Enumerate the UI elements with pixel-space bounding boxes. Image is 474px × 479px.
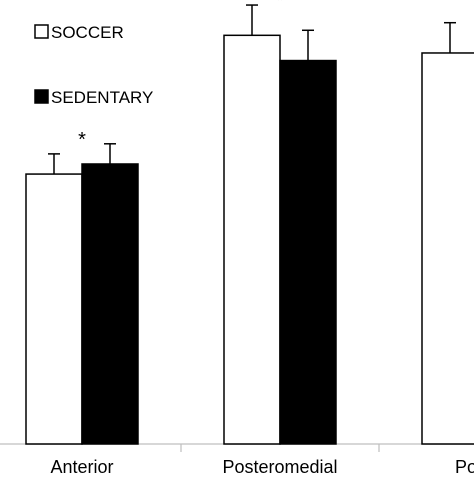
legend: SOCCER SEDENTARY	[34, 23, 153, 107]
legend-swatch-sedentary	[34, 89, 49, 104]
legend-swatch-soccer	[34, 24, 49, 39]
significance-marker: *	[276, 0, 284, 12]
category-label-anterior: Anterior	[50, 457, 113, 474]
category-label-posteromedial: Posteromedial	[222, 457, 337, 474]
legend-label-soccer: SOCCER	[51, 23, 124, 42]
bar-soccer-poste	[421, 52, 474, 445]
category-label-poste: Poste	[455, 457, 474, 474]
bar-soccer-anterior	[25, 173, 83, 445]
significance-marker: *	[78, 129, 86, 151]
legend-label-sedentary: SEDENTARY	[51, 88, 153, 107]
bar-sedentary-posteromedial	[279, 59, 337, 445]
bar-sedentary-anterior	[81, 163, 139, 445]
bar-soccer-posteromedial	[223, 34, 281, 445]
